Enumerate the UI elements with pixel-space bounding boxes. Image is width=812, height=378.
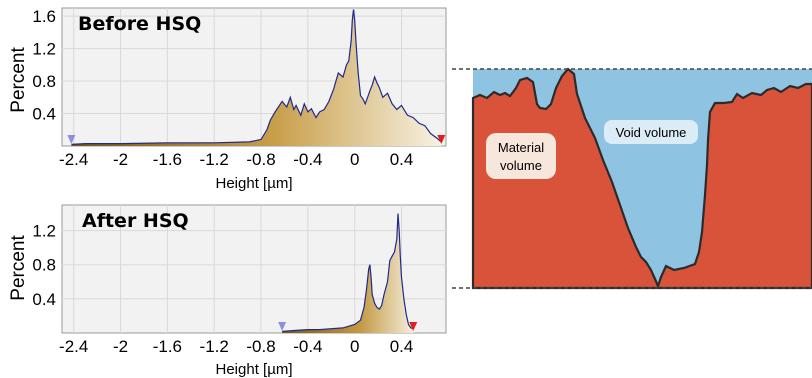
range-marker-left [278, 322, 287, 331]
series-line [282, 213, 414, 332]
x-tick-label: 0.4 [390, 337, 414, 356]
x-tick-label: -0.8 [246, 150, 275, 169]
grid [62, 205, 446, 333]
y-tick-label: 0.8 [32, 72, 56, 91]
x-tick-label: -1.6 [153, 150, 182, 169]
chart-title: After HSQ [82, 210, 189, 232]
material-label-line2: volume [500, 158, 542, 173]
x-tick-label: -1.6 [153, 337, 182, 356]
y-tick-labels: 0.4 0.8 1.2 1.6 [32, 7, 56, 123]
void-label: Void volume [616, 125, 687, 140]
y-tick-label: 1.2 [32, 222, 56, 241]
y-tick-label: 0.4 [32, 290, 56, 309]
material-label-line1: Material [498, 140, 544, 155]
x-tick-label: -1.2 [200, 337, 229, 356]
y-tick-label: 1.6 [32, 7, 56, 26]
range-marker-left [67, 135, 76, 144]
chart-title: Before HSQ [78, 13, 201, 35]
y-tick-label: 0.8 [32, 256, 56, 275]
y-tick-labels: 0.4 0.8 1.2 [32, 222, 56, 309]
x-axis-label: Height [µm] [216, 361, 293, 378]
material-label-box [486, 133, 556, 179]
y-axis-label: Percent [8, 235, 29, 301]
x-tick-labels: -2.4 -2 -1.6 -1.2 -0.8 -0.4 0 0.4 [59, 150, 413, 169]
x-axis-label: Height [µm] [216, 175, 293, 192]
x-tick-label: 0 [350, 150, 359, 169]
chart-before-hsq: 0.4 0.8 1.2 1.6 -2.4 -2 -1.6 -1.2 -0.8 -0.4 0 0.4 … [8, 7, 447, 192]
x-tick-label: -2.4 [59, 337, 88, 356]
x-tick-label: -0.4 [293, 337, 322, 356]
void-label-box [604, 120, 698, 144]
range-marker-right [437, 135, 446, 144]
series-line [71, 9, 442, 145]
series-area [282, 213, 414, 333]
x-tick-labels: -2.4 -2 -1.6 -1.2 -0.8 -0.4 0 0.4 [59, 337, 413, 356]
volume-diagram: Material volume Void volume [452, 67, 812, 290]
y-tick-label: 0.4 [32, 105, 56, 124]
y-tick-label: 1.2 [32, 40, 56, 59]
x-tick-label: -1.2 [200, 150, 229, 169]
range-marker-right [409, 322, 418, 331]
x-tick-label: 0.4 [390, 150, 414, 169]
x-tick-label: -0.8 [246, 337, 275, 356]
material-region [471, 67, 812, 290]
series-area [71, 9, 442, 146]
x-tick-label: -2.4 [59, 150, 88, 169]
x-tick-label: -2 [113, 337, 128, 356]
chart-after-hsq: 0.4 0.8 1.2 -2.4 -2 -1.6 -1.2 -0.8 -0.4 0 0.4 Aft… [8, 204, 447, 378]
x-tick-label: -0.4 [293, 150, 322, 169]
range-markers [278, 322, 418, 331]
y-axis-label: Percent [8, 47, 29, 113]
range-markers [67, 135, 446, 144]
x-tick-label: -2 [113, 150, 128, 169]
x-tick-label: 0 [350, 337, 359, 356]
